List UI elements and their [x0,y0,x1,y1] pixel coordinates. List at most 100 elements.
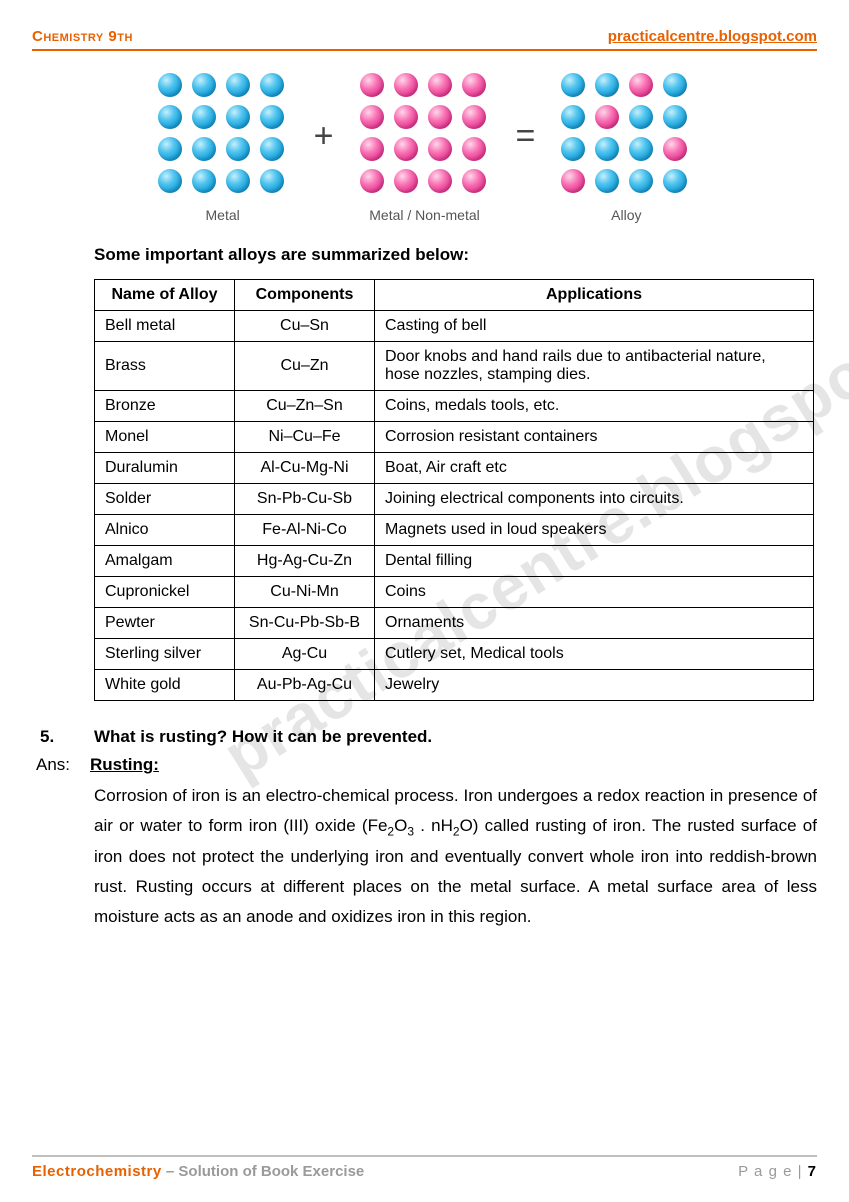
table-row: BronzeCu–Zn–SnCoins, medals tools, etc. [95,391,814,422]
sphere [629,73,653,97]
sphere [462,105,486,129]
col-header-name: Name of Alloy [95,280,235,311]
metal-grid-block: Metal [158,73,288,223]
header-site-link[interactable]: practicalcentre.blogspot.com [608,28,817,45]
equals-operator: = [510,117,542,180]
col-header-components: Components [235,280,375,311]
footer-subtitle: – Solution of Book Exercise [162,1163,365,1180]
footer-page-number: 7 [808,1163,817,1180]
table-row: DuraluminAl-Cu-Mg-NiBoat, Air craft etc [95,453,814,484]
sphere [663,105,687,129]
header-subject: Chemistry 9th [32,28,133,45]
sphere [462,73,486,97]
cell-name: White gold [95,670,235,701]
sphere [462,137,486,161]
cell-applications: Coins [375,577,814,608]
page-footer: Electrochemistry – Solution of Book Exer… [32,1155,817,1180]
table-row: AlnicoFe-Al-Ni-CoMagnets used in loud sp… [95,515,814,546]
cell-components: Cu–Zn–Sn [235,391,375,422]
nonmetal-grid-block: Metal / Non-metal [360,73,490,223]
alloy-label: Alloy [611,207,641,223]
sphere [360,137,384,161]
footer-topic: Electrochemistry [32,1163,162,1180]
cell-applications: Cutlery set, Medical tools [375,639,814,670]
table-row: White goldAu-Pb-Ag-CuJewelry [95,670,814,701]
nonmetal-label: Metal / Non-metal [369,207,479,223]
cell-components: Cu–Zn [235,342,375,391]
page-header: Chemistry 9th practicalcentre.blogspot.c… [32,28,817,51]
sphere [462,169,486,193]
sphere [192,137,216,161]
sphere [158,169,182,193]
cell-components: Hg-Ag-Cu-Zn [235,546,375,577]
sphere [394,137,418,161]
sphere [394,169,418,193]
cell-name: Solder [95,484,235,515]
cell-applications: Corrosion resistant containers [375,422,814,453]
sphere [360,169,384,193]
sphere [158,73,182,97]
section-heading: Some important alloys are summarized bel… [94,245,817,265]
footer-page-label: P a g e | [738,1163,808,1180]
cell-applications: Door knobs and hand rails due to antibac… [375,342,814,391]
sphere [192,105,216,129]
sphere [158,137,182,161]
cell-applications: Ornaments [375,608,814,639]
sphere [226,73,250,97]
answer-heading: Rusting: [90,755,159,775]
sphere [260,137,284,161]
sphere [629,169,653,193]
answer-label: Ans: [32,755,76,775]
cell-applications: Casting of bell [375,311,814,342]
sphere [428,137,452,161]
cell-name: Duralumin [95,453,235,484]
plus-operator: + [308,117,340,180]
sphere [360,105,384,129]
cell-components: Al-Cu-Mg-Ni [235,453,375,484]
cell-components: Ni–Cu–Fe [235,422,375,453]
answer-body: Corrosion of iron is an electro-chemical… [94,781,817,931]
cell-name: Bell metal [95,311,235,342]
col-header-applications: Applications [375,280,814,311]
cell-components: Ag-Cu [235,639,375,670]
cell-name: Monel [95,422,235,453]
cell-applications: Boat, Air craft etc [375,453,814,484]
sphere [226,137,250,161]
table-row: Bell metalCu–SnCasting of bell [95,311,814,342]
sphere [561,169,585,193]
sphere [663,137,687,161]
sphere [595,169,619,193]
table-row: SolderSn-Pb-Cu-SbJoining electrical comp… [95,484,814,515]
question-text: What is rusting? How it can be prevented… [94,727,432,747]
cell-applications: Dental filling [375,546,814,577]
sphere [663,73,687,97]
sphere [226,169,250,193]
cell-name: Pewter [95,608,235,639]
sphere [192,73,216,97]
sphere [561,137,585,161]
metal-label: Metal [206,207,240,223]
cell-name: Cupronickel [95,577,235,608]
sphere [428,169,452,193]
table-row: AmalgamHg-Ag-Cu-ZnDental filling [95,546,814,577]
sphere [595,105,619,129]
table-row: CupronickelCu-Ni-MnCoins [95,577,814,608]
cell-components: Cu–Sn [235,311,375,342]
cell-applications: Magnets used in loud speakers [375,515,814,546]
sphere [428,105,452,129]
table-row: Sterling silverAg-CuCutlery set, Medical… [95,639,814,670]
sphere [428,73,452,97]
sphere [595,73,619,97]
sphere [260,169,284,193]
sphere [663,169,687,193]
cell-name: Sterling silver [95,639,235,670]
cell-applications: Joining electrical components into circu… [375,484,814,515]
sphere [158,105,182,129]
sphere [260,105,284,129]
sphere [226,105,250,129]
cell-components: Cu-Ni-Mn [235,577,375,608]
table-row: MonelNi–Cu–FeCorrosion resistant contain… [95,422,814,453]
cell-components: Au-Pb-Ag-Cu [235,670,375,701]
table-header-row: Name of Alloy Components Applications [95,280,814,311]
cell-components: Sn-Cu-Pb-Sb-B [235,608,375,639]
